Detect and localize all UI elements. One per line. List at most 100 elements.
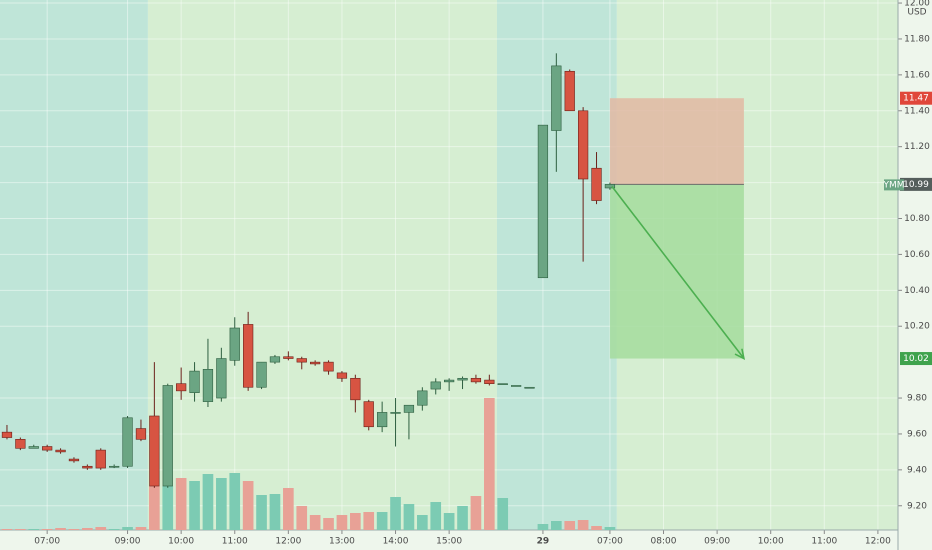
candle-body — [310, 361, 321, 365]
volume-bar — [497, 498, 509, 530]
volume-bar — [591, 526, 602, 530]
time-axis-bg — [0, 530, 898, 550]
x-tick-label: 09:00 — [704, 537, 730, 547]
candle-body — [377, 412, 388, 428]
candle-body — [95, 449, 106, 469]
volume-bar — [551, 521, 562, 530]
volume-bar — [564, 521, 576, 530]
candle-body — [28, 446, 39, 449]
volume-bar — [443, 513, 455, 530]
volume-bar — [336, 515, 348, 530]
volume-bar — [417, 515, 428, 530]
candle-body — [564, 70, 575, 112]
candle-body — [149, 415, 160, 487]
price-label-box — [900, 91, 932, 105]
candle-body — [551, 65, 562, 131]
candle-body — [216, 358, 227, 399]
candle-body — [470, 377, 482, 383]
volume-bar — [108, 529, 120, 530]
volume-bar — [55, 528, 66, 530]
candle-body — [457, 377, 468, 381]
volume-bar — [242, 481, 254, 530]
volume-bar — [350, 513, 361, 530]
volume-bar — [430, 502, 442, 530]
x-tick-label: 14:00 — [383, 537, 409, 547]
stop-zone — [609, 98, 744, 185]
candle-body — [68, 458, 80, 462]
y-tick-label: 9.80 — [907, 394, 927, 404]
volume-bar — [283, 488, 294, 530]
y-tick-label: 10.80 — [904, 214, 930, 224]
price-label-box — [900, 352, 932, 366]
y-tick-label: 9.60 — [907, 429, 927, 439]
y-tick-label: 11.60 — [904, 70, 930, 80]
volume-bar — [1, 529, 13, 530]
candle-body — [350, 377, 361, 401]
volume-bar — [403, 504, 415, 530]
candle-body — [176, 383, 187, 392]
price-label: 10.99 — [903, 180, 929, 190]
candle-body — [122, 417, 133, 467]
candle-body — [390, 412, 401, 414]
y-tick-label: 9.40 — [907, 465, 927, 475]
volume-bar — [28, 529, 40, 530]
candle-body — [1, 431, 13, 438]
y-tick-label: 10.20 — [904, 322, 930, 332]
volume-bar — [309, 515, 321, 530]
candle-body — [336, 372, 348, 379]
candle-body — [42, 446, 53, 451]
candle-body — [256, 361, 267, 388]
volume-bar — [41, 529, 53, 530]
x-tick-label: 11:00 — [811, 537, 837, 547]
volume-bar — [95, 527, 107, 530]
y-tick-label: 10.40 — [904, 286, 930, 296]
candle-body — [497, 383, 508, 385]
candle-body — [269, 356, 281, 363]
volume-bar — [256, 495, 267, 530]
x-tick-label: 10:00 — [168, 537, 194, 547]
x-tick-label: 15:00 — [436, 537, 462, 547]
x-tick-label: 08:00 — [651, 537, 677, 547]
candle-body — [484, 379, 495, 384]
volume-bar — [323, 518, 334, 530]
target-arrow — [611, 185, 745, 360]
candle-body — [537, 124, 549, 279]
volume-bar — [15, 529, 26, 530]
candle-body — [417, 390, 428, 406]
price-label-box — [900, 177, 932, 191]
candle-body — [202, 369, 214, 402]
volume-bar — [122, 527, 133, 530]
volume-bar — [296, 506, 308, 530]
candle-body — [189, 370, 200, 393]
volume-bar — [376, 512, 388, 530]
candle-body — [55, 449, 66, 453]
candle-body — [403, 404, 415, 413]
x-tick-label: 12:00 — [275, 537, 301, 547]
candle-body — [283, 356, 294, 359]
volume-bar — [135, 527, 147, 530]
price-label: 11.47 — [903, 94, 929, 104]
y-tick-label: 12.00 — [904, 0, 930, 9]
volume-bar — [390, 497, 401, 530]
x-tick-label: 11:00 — [222, 537, 248, 547]
x-tick-label: 29 — [537, 537, 550, 547]
volume-bar — [162, 486, 174, 530]
candle-body — [296, 358, 307, 363]
candle-body — [363, 401, 374, 428]
candle-body — [323, 361, 334, 372]
candle-body — [591, 167, 602, 201]
candle-body — [15, 439, 26, 449]
volume-bar — [149, 486, 160, 530]
volume-bar — [269, 494, 281, 530]
candle-body — [604, 184, 616, 189]
volume-bar — [216, 478, 227, 530]
x-tick-label: 07:00 — [597, 537, 623, 547]
volume-bar — [202, 474, 214, 530]
volume-bar — [189, 481, 200, 530]
volume-bar — [484, 398, 495, 530]
symbol-tag: YMM — [882, 180, 904, 190]
y-tick-label: 9.20 — [907, 501, 927, 511]
volume-bar — [175, 478, 187, 530]
price-axis-bg — [898, 0, 932, 550]
